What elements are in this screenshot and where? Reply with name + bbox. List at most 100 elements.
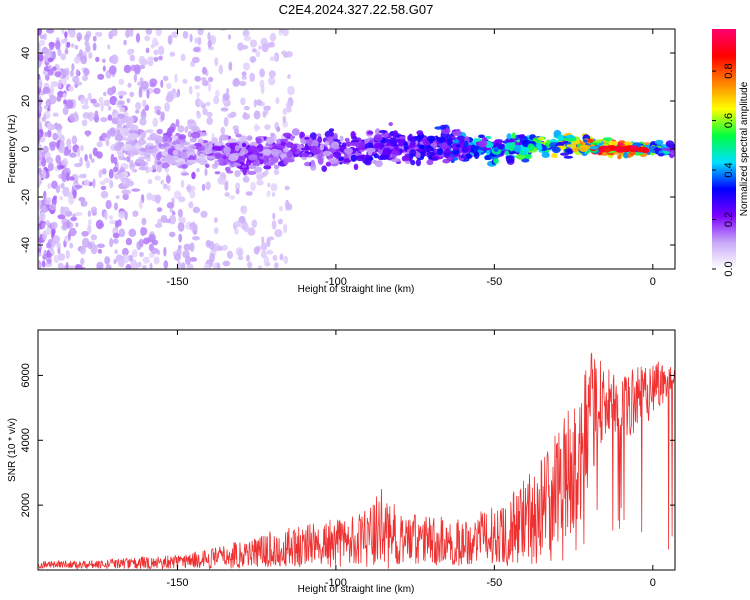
heatmap-cell	[223, 117, 229, 127]
heatmap-cell	[149, 262, 153, 269]
heatmap-cell	[200, 146, 206, 151]
heatmap-cell	[116, 121, 123, 129]
heatmap-cell	[207, 141, 214, 145]
heatmap-cell	[49, 85, 55, 95]
heatmap-cell	[332, 145, 340, 150]
heatmap-cell	[426, 135, 436, 142]
heatmap-cell	[328, 128, 335, 132]
heatmap-cell	[224, 181, 229, 191]
heatmap-cell	[119, 167, 125, 172]
heatmap-cell	[99, 181, 106, 185]
heatmap-cell	[237, 249, 243, 259]
heatmap-cell	[132, 210, 139, 217]
heatmap-cell	[158, 142, 163, 148]
heatmap-cell	[146, 192, 153, 201]
heatmap-cell	[103, 99, 111, 107]
heatmap-cell	[354, 152, 362, 156]
heatmap-cell	[226, 250, 234, 259]
snr-y-tick-label: 2000	[20, 493, 32, 517]
heatmap-cell	[63, 150, 70, 156]
colorbar: 0.0 0.2 0.4 0.6 0.8 Normalized spectral ampl…	[712, 29, 750, 277]
heatmap-cell	[131, 166, 136, 173]
heatmap-cell	[240, 148, 246, 153]
heatmap-cell	[41, 260, 46, 268]
heatmap-cell	[56, 95, 62, 102]
heatmap-cell	[105, 140, 110, 147]
heatmap-cell	[160, 179, 164, 185]
heatmap-cell	[163, 260, 169, 269]
heatmap-cell	[628, 151, 636, 156]
heatmap-cell	[410, 138, 417, 143]
heatmap-cell	[409, 149, 417, 156]
heatmap-cell	[261, 43, 269, 53]
heatmap-cell	[87, 92, 92, 101]
heatmap-cell	[263, 165, 272, 170]
heatmap-cell	[122, 137, 131, 141]
heatmap-cell	[163, 246, 167, 257]
heatmap-cell	[283, 223, 288, 234]
heatmap-cell	[262, 111, 267, 118]
heatmap-cell	[366, 130, 374, 135]
heatmap-cell	[316, 133, 322, 137]
heatmap-cell	[48, 64, 52, 71]
heatmap-cell	[437, 148, 444, 156]
heatmap-cell	[81, 230, 89, 237]
heatmap-cell	[187, 131, 193, 138]
heatmap-cell	[188, 201, 194, 209]
heatmap-cell	[166, 82, 172, 89]
heatmap-cell	[76, 81, 83, 86]
heatmap-cell	[654, 139, 664, 145]
heatmap-cell	[271, 192, 276, 197]
heatmap-cell	[191, 171, 196, 180]
heatmap-cell	[317, 154, 323, 161]
heatmap-cell	[171, 210, 176, 216]
heatmap-cell	[145, 29, 153, 35]
heatmap-cell	[565, 134, 575, 139]
heatmap-cell	[87, 224, 92, 235]
heatmap-cell	[38, 229, 41, 239]
heatmap-cell	[426, 159, 434, 166]
heatmap-cell	[62, 222, 67, 230]
heatmap-cell	[240, 205, 248, 215]
heatmap-cell	[345, 141, 352, 147]
heatmap-cell	[247, 261, 253, 269]
heatmap-cell	[99, 135, 103, 142]
heatmap-cell	[126, 98, 131, 104]
heatmap-cell	[85, 44, 91, 53]
heatmap-cell	[219, 29, 226, 32]
heatmap-cell	[128, 29, 134, 37]
heatmap-cell	[60, 159, 69, 166]
heatmap-cell	[197, 100, 204, 106]
heatmap-cell	[38, 133, 41, 143]
heatmap-cell	[403, 141, 409, 150]
snr-x-label: Height of straight line (km)	[298, 584, 415, 595]
heatmap-cell	[73, 111, 78, 120]
heatmap-cell	[249, 39, 258, 48]
heatmap-cell	[155, 139, 160, 145]
heatmap-cell	[38, 179, 41, 188]
heatmap-cell	[147, 56, 155, 61]
heatmap-cell	[90, 98, 97, 104]
heatmap-cell	[205, 155, 216, 160]
heatmap-cell	[344, 137, 350, 143]
heatmap-cell	[180, 262, 186, 269]
heatmap-cell	[121, 189, 132, 195]
heatmap-cell	[189, 33, 193, 43]
heatmap-cell	[364, 138, 369, 144]
heatmap-cell	[65, 262, 69, 269]
heatmap-cell	[308, 145, 318, 150]
heatmap-cell	[341, 142, 347, 148]
heatmap-cell	[527, 143, 535, 152]
heatmap-cell	[338, 156, 344, 161]
heatmap-cell	[154, 175, 161, 181]
heatmap-cell	[117, 113, 126, 119]
heatmap-cell	[74, 163, 82, 168]
heatmap-x-tick-label: -150	[166, 276, 188, 288]
heatmap-cell	[61, 206, 70, 212]
heatmap-cell	[61, 29, 65, 35]
heatmap-cell	[121, 179, 127, 186]
heatmap-cell	[233, 163, 242, 167]
heatmap-cell	[269, 56, 275, 62]
heatmap-cell	[122, 193, 129, 201]
heatmap-cell	[253, 110, 261, 120]
